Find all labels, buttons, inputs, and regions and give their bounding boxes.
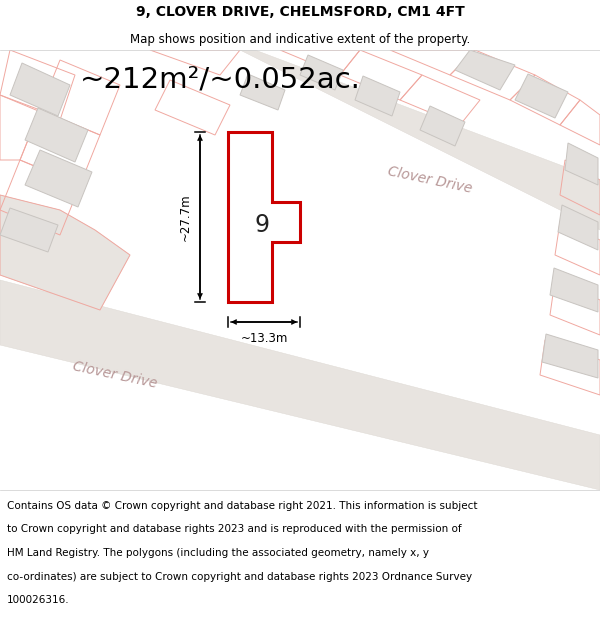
Polygon shape	[25, 150, 92, 207]
Text: 9: 9	[254, 213, 269, 237]
Polygon shape	[0, 208, 58, 252]
Text: to Crown copyright and database rights 2023 and is reproduced with the permissio: to Crown copyright and database rights 2…	[7, 524, 462, 534]
Polygon shape	[355, 76, 400, 116]
Polygon shape	[565, 143, 598, 185]
Polygon shape	[300, 55, 343, 90]
Polygon shape	[550, 268, 598, 312]
Text: ~13.3m: ~13.3m	[241, 332, 287, 345]
Text: Contains OS data © Crown copyright and database right 2021. This information is : Contains OS data © Crown copyright and d…	[7, 501, 478, 511]
Polygon shape	[25, 108, 88, 162]
Polygon shape	[240, 50, 600, 230]
Text: Clover Drive: Clover Drive	[386, 164, 473, 196]
Polygon shape	[515, 74, 568, 118]
Text: ~27.7m: ~27.7m	[179, 193, 192, 241]
Polygon shape	[420, 106, 465, 146]
Polygon shape	[228, 132, 300, 302]
Text: 9, CLOVER DRIVE, CHELMSFORD, CM1 4FT: 9, CLOVER DRIVE, CHELMSFORD, CM1 4FT	[136, 6, 464, 19]
Text: co-ordinates) are subject to Crown copyright and database rights 2023 Ordnance S: co-ordinates) are subject to Crown copyr…	[7, 572, 472, 582]
Text: Map shows position and indicative extent of the property.: Map shows position and indicative extent…	[130, 32, 470, 46]
Text: ~212m²/~0.052ac.: ~212m²/~0.052ac.	[80, 66, 361, 94]
Polygon shape	[0, 195, 130, 310]
Polygon shape	[558, 205, 598, 250]
Text: 100026316.: 100026316.	[7, 595, 70, 605]
Polygon shape	[455, 50, 515, 90]
Polygon shape	[10, 63, 70, 116]
Text: HM Land Registry. The polygons (including the associated geometry, namely x, y: HM Land Registry. The polygons (includin…	[7, 548, 429, 558]
Text: Clover Drive: Clover Drive	[71, 359, 158, 391]
Polygon shape	[542, 334, 598, 378]
Polygon shape	[240, 74, 285, 110]
Polygon shape	[0, 280, 600, 490]
